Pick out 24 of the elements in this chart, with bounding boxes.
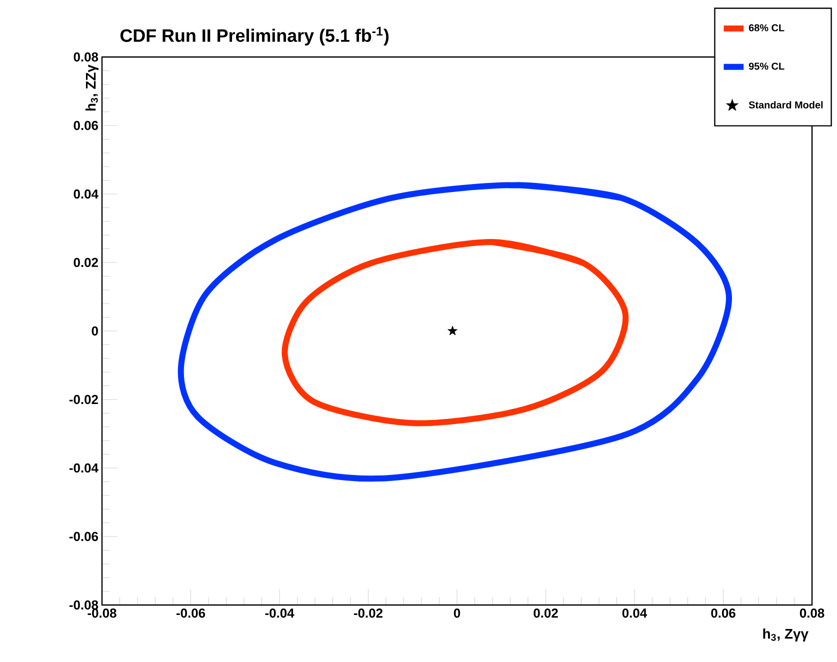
y-tick-label: -0.02: [69, 394, 98, 404]
x-tick-label: 0.02: [534, 608, 558, 618]
x-tick-label: 0.06: [711, 608, 736, 618]
y-tick-label: 0.06: [74, 120, 98, 130]
y-tick-label: 0.08: [74, 52, 98, 62]
x-axis-title: h$_{3}$, Zγγ: [763, 628, 808, 642]
legend-label: 95% CL: [748, 62, 784, 70]
legend-label: Standard Model: [748, 101, 823, 108]
chart-title: CDF Run II Preliminary (5.1 fb$^{-1}$): [120, 26, 389, 46]
x-tick-label: 0.04: [622, 608, 648, 618]
y-tick-label: -0.04: [69, 463, 98, 473]
legend-label: 68% CL: [748, 24, 784, 32]
y-tick-label: 0.02: [74, 258, 98, 268]
x-tick-label: -0.02: [354, 608, 382, 618]
x-tick-label: -0.04: [265, 608, 294, 618]
x-tick-label: 0.08: [800, 608, 824, 618]
y-tick-label: 0.04: [74, 189, 98, 199]
y-tick-label: -0.08: [69, 600, 98, 610]
y-tick-label: 0: [92, 326, 98, 336]
x-tick-label: -0.08: [88, 608, 116, 618]
y-axis-title: h$_{3}$, ZZγ: [85, 64, 98, 111]
y-tick-label: -0.06: [69, 532, 98, 542]
x-tick-label: 0: [454, 608, 460, 618]
x-tick-label: -0.06: [176, 608, 206, 618]
